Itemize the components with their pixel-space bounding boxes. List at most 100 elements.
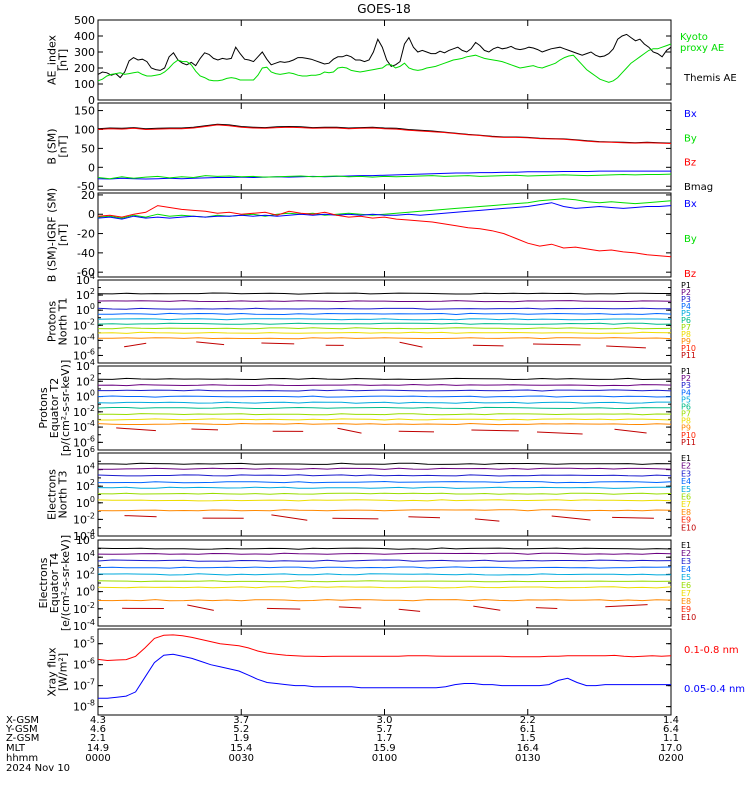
flux-line-0 [97, 547, 672, 550]
flux-line-1 [97, 300, 672, 303]
x-axis-value: 1.5 [520, 733, 536, 744]
x-row-label: hhmm [6, 753, 38, 764]
panel-frame [97, 192, 672, 278]
low-channel-segment [614, 428, 647, 434]
low-channel-segment [337, 427, 362, 434]
flux-line-8 [97, 422, 672, 426]
low-channel-segment [266, 607, 301, 610]
flux-line-6 [97, 586, 672, 589]
x-row-label: 2024 Nov 10 [6, 763, 70, 774]
x-axis-value: 1.9 [233, 733, 249, 744]
x-axis-value: 15.4 [230, 743, 252, 754]
y-axis-label: North T3 [57, 471, 70, 519]
y-axis-label: Equator T2 [48, 378, 61, 438]
x-axis-value: 6.1 [520, 724, 536, 735]
panel-frame [97, 279, 672, 364]
y-axis-label: Electrons [37, 557, 50, 608]
legend-entry: P10 [681, 344, 696, 353]
series-line-2 [97, 170, 671, 180]
low-channel-segment [399, 341, 423, 348]
y-axis-label: [e/(cm²-s-sr-keV)] [59, 535, 72, 631]
legend-entry: E1 [681, 454, 691, 463]
y-axis-label: [p/(cm²-s-sr-keV)] [59, 360, 72, 457]
x-axis-value: 6.4 [663, 724, 679, 735]
legend-entry: Kyoto [680, 32, 708, 43]
x-axis-value: 14.9 [87, 743, 109, 754]
legend-entry: P9 [681, 337, 691, 346]
flux-line-3 [98, 480, 672, 484]
y-tick-label: 0 [88, 94, 95, 107]
series-line-1 [97, 124, 672, 144]
low-channel-segment [398, 430, 435, 433]
series-line-0 [97, 33, 672, 79]
x-axis-value: 1.1 [663, 733, 679, 744]
legend-entry: E4 [681, 477, 691, 486]
panel-frame [97, 628, 672, 716]
low-channel-segment [408, 516, 441, 519]
legend-entry: P11 [681, 438, 696, 447]
x-row-label: X-GSM [6, 715, 39, 726]
y-tick-label: 10-4 [73, 419, 95, 434]
y-tick-label: 50 [81, 142, 95, 155]
series-line-3 [97, 173, 672, 180]
low-channel-segment [551, 515, 591, 521]
legend-entry: P7 [681, 323, 691, 332]
series-line-0 [97, 634, 672, 662]
y-tick-label: 10-2 [73, 317, 95, 332]
legend-entry: Bz [684, 158, 696, 169]
y-tick-label: 100 [76, 495, 95, 510]
legend-entry: E1 [681, 541, 691, 550]
series-line-1 [97, 202, 672, 220]
y-tick-label: 104 [76, 272, 95, 287]
flux-line-2 [97, 474, 672, 477]
legend-entry: By [684, 133, 697, 144]
flux-line-7 [97, 509, 672, 512]
y-axis-label: [nT] [57, 49, 70, 71]
low-channel-segment [338, 606, 362, 609]
x-row-label: Z-GSM [6, 733, 39, 744]
x-row-label: Y-GSM [5, 724, 38, 735]
legend-entry: E8 [681, 597, 691, 606]
y-tick-label: -40 [77, 247, 95, 260]
x-axis-value: 5.7 [377, 724, 393, 735]
legend-entry: E9 [681, 516, 691, 525]
flux-line-0 [97, 377, 672, 381]
panel-frame [97, 452, 672, 537]
flux-line-1 [97, 383, 672, 387]
y-tick-label: -20 [77, 228, 95, 241]
low-channel-segment [332, 517, 379, 520]
y-tick-label: 10-5 [73, 636, 95, 651]
low-channel-segment [261, 342, 295, 345]
legend-entry: Bx [684, 109, 697, 120]
flux-line-7 [97, 331, 672, 334]
x-axis-value: 0100 [372, 753, 397, 764]
flux-line-2 [97, 559, 672, 562]
legend-entry: Bx [684, 199, 697, 210]
flux-line-0 [98, 462, 672, 465]
flux-line-6 [97, 327, 672, 330]
y-tick-label: 104 [76, 358, 95, 373]
series-line-0 [97, 123, 672, 144]
legend-entry: E5 [681, 573, 691, 582]
y-axis-label: Protons [37, 387, 50, 428]
x-axis-value: 2.1 [90, 733, 106, 744]
flux-line-7 [98, 418, 672, 421]
y-tick-label: -50 [77, 180, 95, 193]
flux-line-3 [98, 312, 672, 316]
y-tick-label: 200 [74, 62, 95, 75]
low-channel-segment [191, 428, 219, 431]
legend-entry: 0.1-0.8 nm [684, 645, 739, 656]
low-channel-segment [606, 345, 646, 349]
series-line-1 [97, 43, 672, 83]
y-tick-label: 100 [76, 584, 95, 599]
legend-entry: P6 [681, 316, 691, 325]
figure-title: GOES-18 [357, 2, 411, 16]
low-channel-segment [532, 343, 581, 346]
y-tick-label: 500 [74, 14, 95, 27]
legend-entry: P5 [681, 395, 691, 404]
legend-entry: P4 [681, 302, 691, 311]
legend-entry: P10 [681, 431, 696, 440]
